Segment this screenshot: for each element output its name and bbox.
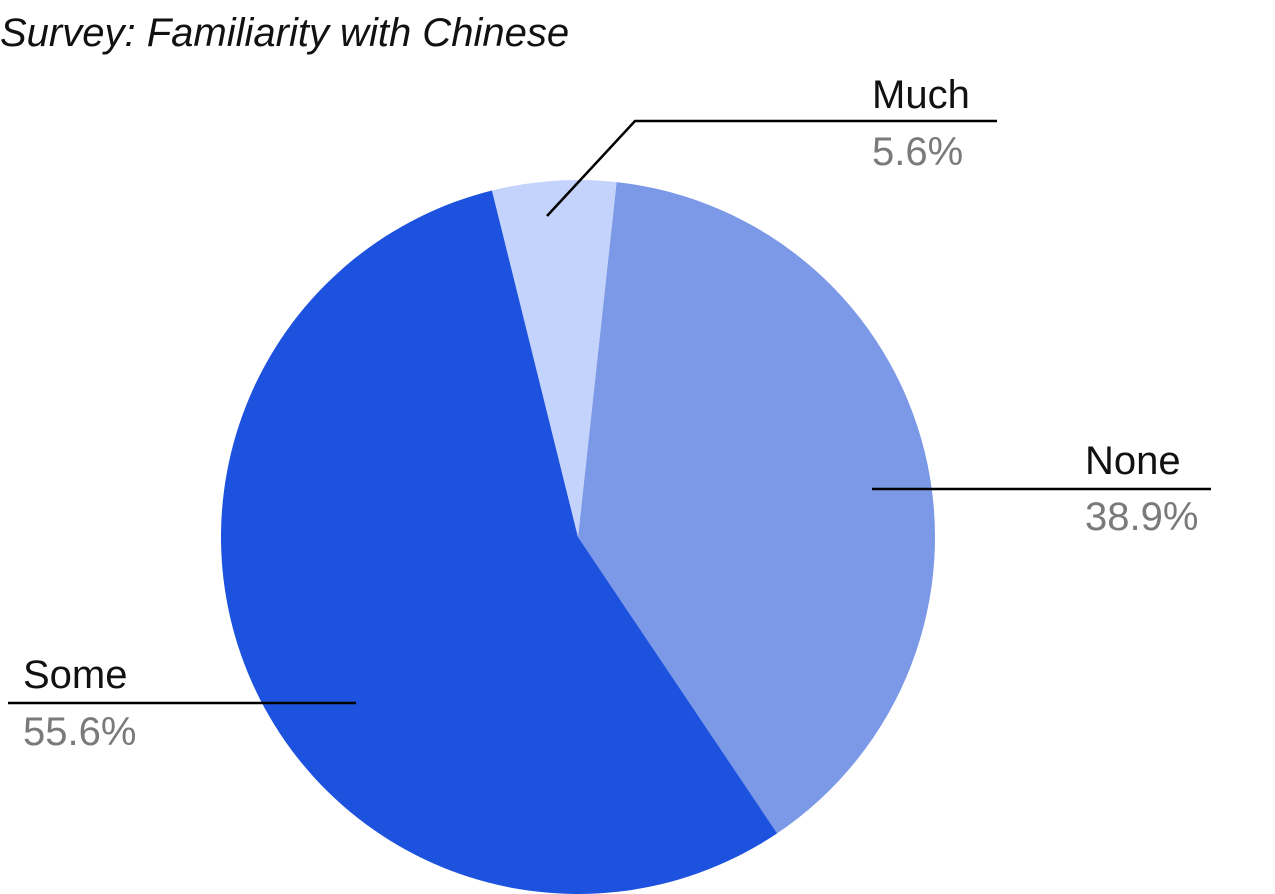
leader-line-much	[546, 119, 997, 217]
slice-value-none: 38.9%	[1085, 495, 1198, 539]
slice-value-much: 5.6%	[872, 130, 963, 174]
slice-value-some: 55.6%	[23, 710, 136, 754]
slice-label-much: Much	[872, 73, 970, 117]
pie-labels: None 38.9% Some 55.6% Much 5.6%	[8, 73, 1211, 754]
slice-label-none: None	[1085, 439, 1181, 483]
chart-title: Survey: Familiarity with Chinese	[0, 11, 569, 55]
pie-slice-some	[221, 190, 778, 894]
slice-label-some: Some	[23, 653, 128, 697]
pie-slice-none	[578, 182, 936, 834]
pie-slice-much	[491, 179, 617, 537]
pie-slices	[221, 179, 936, 894]
